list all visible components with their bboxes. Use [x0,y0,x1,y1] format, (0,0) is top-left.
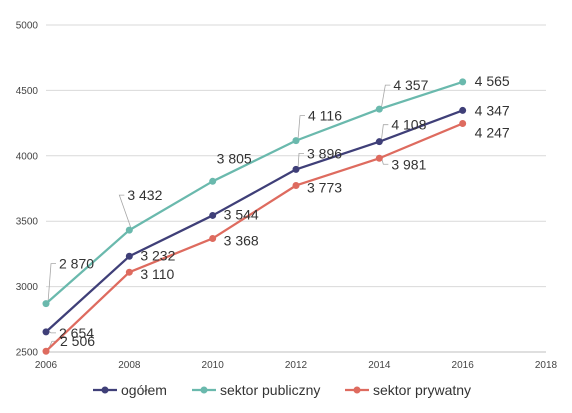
legend-label: sektor prywatny [373,382,471,398]
data-point [375,105,383,113]
data-labels: 2 654 3 232 3 544 3 896 4 108 4 347 2 870 3 432… [59,73,510,349]
data-point [209,177,217,185]
data-label: 4 565 [475,73,510,89]
data-point [375,154,383,162]
legend-swatch-marker [101,386,109,394]
data-label: 3 432 [127,187,162,203]
data-label: 3 773 [307,179,342,195]
x-tick-label: 2018 [535,360,558,371]
x-tick-label: 2016 [452,360,475,371]
gridlines [46,24,546,353]
data-point [125,226,133,234]
x-tick-label: 2012 [285,360,308,371]
legend-swatch-marker [200,386,208,394]
data-point [292,165,300,173]
data-label: 4 247 [475,124,510,140]
data-point [292,137,300,145]
y-tick-label: 5000 [16,21,39,32]
label-leader-line [118,194,132,230]
data-point [42,300,50,308]
y-tick-label: 4500 [16,86,39,97]
data-point [42,347,50,355]
data-label: 4 108 [391,117,426,133]
y-tick-label: 2500 [16,348,39,359]
label-leader-line [297,153,304,169]
data-label: 4 347 [475,102,510,118]
data-label: 3 110 [140,266,174,282]
series-lines [42,78,467,355]
legend-label: ogółem [121,382,167,398]
data-label: 4 357 [393,77,428,93]
label-leader-line [380,124,389,141]
data-point [459,119,467,127]
legend-label: sektor publiczny [220,382,320,398]
label-leader-line [47,263,56,303]
data-point [459,78,467,86]
y-tick-label: 3500 [16,217,39,228]
data-point [459,106,467,114]
data-label: 3 232 [140,247,175,263]
legend-swatch-marker [353,386,361,394]
x-axis: 2006 2008 2010 2012 2014 2016 2018 [35,360,558,371]
x-tick-label: 2010 [202,360,225,371]
y-tick-label: 4000 [16,151,39,162]
y-tick-label: 3000 [16,282,39,293]
data-point [209,234,217,242]
data-point [42,328,50,336]
series-line-3 [45,122,464,353]
data-label: 4 116 [308,108,342,124]
label-leader-line [380,84,391,109]
x-tick-label: 2014 [368,360,391,371]
y-axis: 2500 3000 3500 4000 4500 5000 [16,21,39,359]
data-label: 2 654 [59,325,94,341]
data-label: 2 506 [60,333,95,349]
data-label: 2 870 [59,256,94,272]
data-point [125,268,133,276]
series-line-2 [45,80,464,305]
x-tick-label: 2008 [118,360,141,371]
data-label: 3 544 [224,206,259,222]
data-label: 3 981 [391,156,426,172]
data-point [292,181,300,189]
data-point [375,138,383,146]
data-label: 3 805 [217,150,252,166]
data-point [125,252,133,260]
data-label: 3 896 [307,145,342,161]
series-line-1 [45,109,464,333]
data-label: 3 368 [224,232,259,248]
label-leader-line [297,115,305,140]
x-tick-label: 2006 [35,360,58,371]
data-point [209,211,217,219]
legend: ogółem sektor publiczny sektor prywatny [93,382,471,398]
